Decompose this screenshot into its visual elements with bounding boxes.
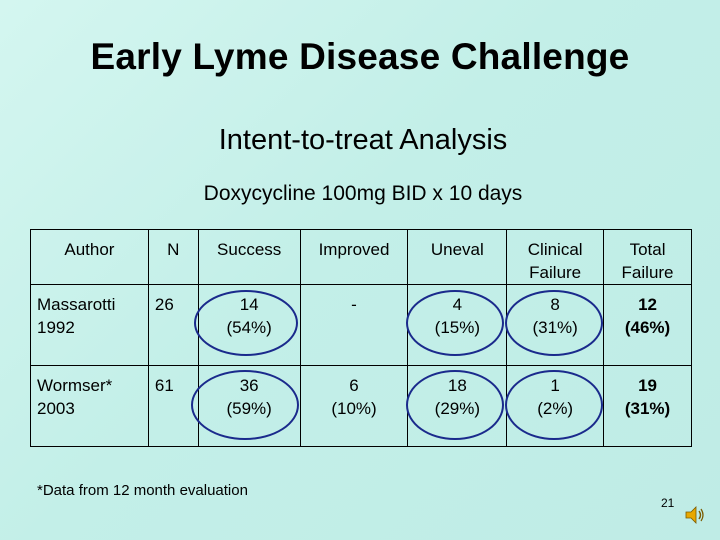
highlight-oval-clinical-failure-2003 (505, 370, 603, 440)
header-author: Author (30, 229, 149, 285)
header-n: N (147, 229, 199, 285)
footnote: *Data from 12 month evaluation (37, 482, 248, 499)
header-improved: Improved (299, 229, 409, 285)
header-clinical-failure: Clinical Failure (506, 229, 605, 285)
slide-subtitle: Intent-to-treat Analysis (218, 124, 508, 156)
highlight-oval-uneval-1992 (406, 290, 504, 356)
table-header-row: Author N Success Improved Uneval Clinica… (30, 229, 692, 285)
cell-n: 26 (147, 284, 199, 366)
header-success: Success (197, 229, 301, 285)
cell-improved: 6 (10%) (299, 365, 409, 447)
cell-improved: - (299, 284, 409, 366)
highlight-oval-clinical-failure-1992 (505, 290, 603, 356)
speaker-icon[interactable] (684, 504, 706, 526)
cell-total-failure: 19 (31%) (603, 365, 692, 447)
page-number: 21 (661, 496, 675, 510)
slide-title: Early Lyme Disease Challenge (90, 36, 630, 77)
highlight-oval-uneval-2003 (406, 370, 504, 440)
header-total-failure: Total Failure (603, 229, 692, 285)
header-uneval: Uneval (407, 229, 508, 285)
cell-author: Massarotti 1992 (30, 284, 149, 366)
highlight-oval-success-1992 (194, 290, 298, 356)
regimen-caption: Doxycycline 100mg BID x 10 days (203, 182, 523, 205)
cell-author: Wormser* 2003 (30, 365, 149, 447)
cell-total-failure: 12 (46%) (603, 284, 692, 366)
highlight-oval-success-2003 (191, 370, 299, 440)
